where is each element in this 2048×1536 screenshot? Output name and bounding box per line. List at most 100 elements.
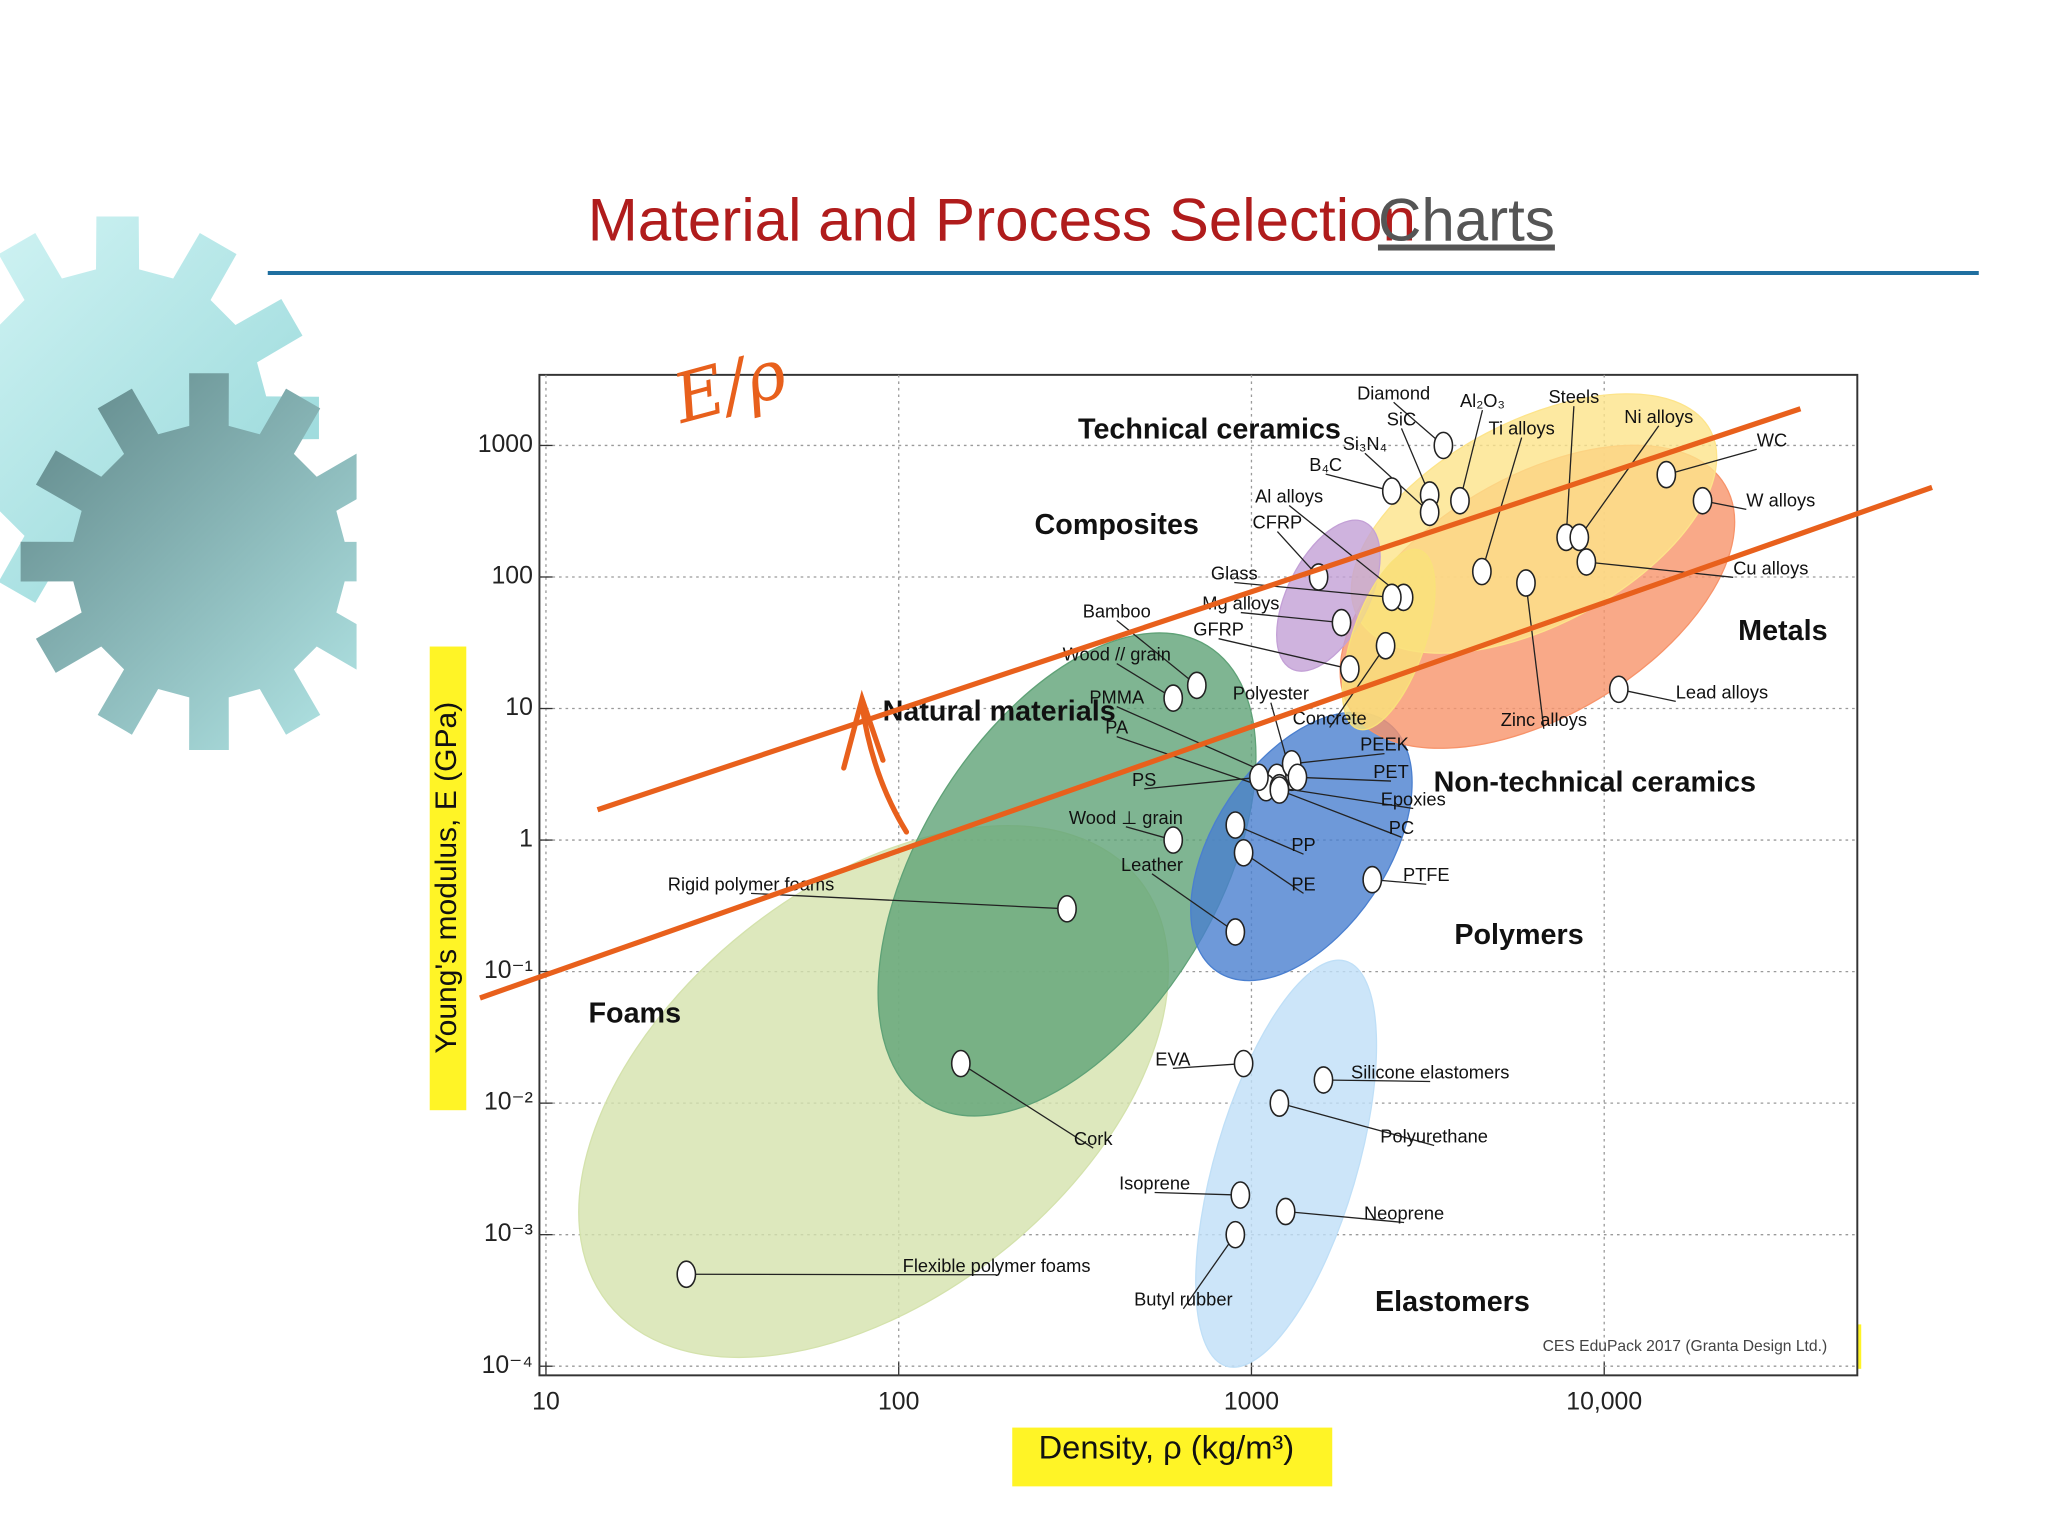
material-bubble bbox=[1233, 1049, 1254, 1078]
leader-line bbox=[1182, 1234, 1236, 1310]
material-label: PP bbox=[1291, 834, 1315, 855]
material-label: Zinc alloys bbox=[1501, 709, 1587, 730]
leader-line bbox=[1154, 1191, 1241, 1196]
gear-decoration bbox=[0, 216, 357, 750]
leader-line bbox=[1291, 752, 1385, 765]
material-label: PET bbox=[1373, 761, 1409, 782]
y-tick-label: 1000 bbox=[478, 431, 533, 458]
material-bubble bbox=[1057, 894, 1077, 923]
material-label: Glass bbox=[1211, 563, 1258, 584]
leader-line bbox=[1116, 706, 1278, 778]
material-bubble bbox=[1362, 865, 1383, 894]
material-label: Butyl rubber bbox=[1134, 1289, 1232, 1310]
leader-line bbox=[1235, 824, 1304, 855]
leader-line bbox=[1578, 425, 1660, 538]
y-axis-label: Young's modulus, E (GPa) bbox=[430, 702, 463, 1054]
leader-line bbox=[1151, 873, 1236, 933]
material-label: Lead alloys bbox=[1676, 681, 1768, 702]
title-link[interactable]: Charts bbox=[1378, 187, 1555, 254]
material-bubble bbox=[1269, 776, 1290, 804]
leader-line bbox=[1243, 852, 1304, 894]
material-label: EVA bbox=[1155, 1048, 1191, 1069]
material-label: Polyurethane bbox=[1380, 1125, 1488, 1146]
material-bubble bbox=[1569, 523, 1590, 552]
leader-line bbox=[1279, 789, 1402, 838]
leader-line bbox=[1297, 776, 1392, 782]
material-label: Mg alloys bbox=[1202, 593, 1279, 614]
leader-line bbox=[1279, 787, 1414, 810]
leader-line bbox=[1116, 662, 1174, 699]
x-axis-label: Density, ρ (kg/m³) bbox=[1039, 1428, 1295, 1465]
material-bubble bbox=[1249, 763, 1269, 792]
material-label: CFRP bbox=[1253, 512, 1303, 533]
leader-line bbox=[1323, 1079, 1431, 1083]
material-label: Wood // grain bbox=[1063, 644, 1171, 665]
material-label: PMMA bbox=[1089, 687, 1145, 708]
leader-line bbox=[686, 1273, 997, 1276]
family-label: Elastomers bbox=[1375, 1286, 1530, 1318]
material-bubble bbox=[1692, 486, 1713, 515]
family-envelope bbox=[877, 632, 1257, 1117]
family-label: Non-technical ceramics bbox=[1434, 766, 1756, 798]
leader-line bbox=[1586, 561, 1734, 578]
material-label: PTFE bbox=[1403, 864, 1450, 885]
material-bubble bbox=[950, 1049, 971, 1078]
material-bubble bbox=[1450, 486, 1470, 515]
leader-line bbox=[1172, 1062, 1244, 1070]
material-bubble bbox=[1230, 1181, 1251, 1209]
material-bubble bbox=[1433, 431, 1454, 460]
material-label: PS bbox=[1132, 769, 1156, 790]
guide-line bbox=[596, 406, 1802, 813]
material-label: Cork bbox=[1074, 1128, 1113, 1149]
material-label: Concrete bbox=[1293, 708, 1367, 729]
material-bubble bbox=[1608, 675, 1629, 704]
guide-line bbox=[479, 484, 1933, 1001]
material-label: Cu alloys bbox=[1733, 557, 1808, 578]
material-label: SiC bbox=[1387, 408, 1416, 429]
material-bubble bbox=[1331, 608, 1352, 637]
material-label: Flexible polymer foams bbox=[903, 1255, 1091, 1276]
material-label: W alloys bbox=[1746, 489, 1815, 510]
material-bubble bbox=[1225, 1220, 1246, 1249]
leader-line bbox=[1325, 473, 1392, 492]
leader-line bbox=[1525, 582, 1545, 729]
family-label: Composites bbox=[1035, 509, 1199, 541]
family-label: Polymers bbox=[1454, 919, 1583, 951]
material-bubble bbox=[1186, 671, 1207, 700]
material-label: WC bbox=[1757, 429, 1787, 450]
material-bubble bbox=[1576, 548, 1597, 576]
material-label: Ni alloys bbox=[1624, 406, 1693, 427]
x-tick-label: 10 bbox=[532, 1388, 560, 1415]
leader-line bbox=[750, 892, 1068, 910]
material-bubble bbox=[1471, 557, 1492, 586]
material-bubble bbox=[1381, 583, 1402, 612]
material-label: PA bbox=[1105, 717, 1129, 738]
material-bubble bbox=[1313, 1066, 1334, 1094]
family-label: Technical ceramics bbox=[1078, 414, 1341, 446]
x-tick-label: 10,000 bbox=[1566, 1388, 1642, 1415]
family-label: Foams bbox=[588, 997, 681, 1029]
material-bubble bbox=[1233, 838, 1254, 867]
leader-line bbox=[1144, 776, 1260, 790]
highlight bbox=[429, 646, 467, 1111]
material-label: Isoprene bbox=[1119, 1172, 1190, 1193]
material-label: Neoprene bbox=[1364, 1203, 1444, 1224]
material-bubble bbox=[1275, 1197, 1296, 1226]
material-label: Leather bbox=[1121, 854, 1183, 875]
highlight bbox=[1012, 1427, 1333, 1487]
material-label: Al alloys bbox=[1255, 485, 1323, 506]
leader-line bbox=[1218, 638, 1350, 670]
leader-line bbox=[1459, 409, 1484, 501]
leader-line bbox=[1666, 448, 1757, 476]
material-bubble bbox=[1381, 477, 1402, 505]
material-label: Si₃N₄ bbox=[1343, 433, 1387, 454]
material-label: Silicone elastomers bbox=[1351, 1061, 1509, 1082]
source-note: CES EduPack 2017 (Granta Design Ltd.) bbox=[1543, 1338, 1828, 1355]
material-bubble bbox=[1419, 498, 1440, 527]
material-bubble bbox=[1163, 826, 1184, 854]
slide-title: Material and Process Selection bbox=[588, 187, 1416, 254]
leader-line bbox=[1288, 504, 1405, 598]
family-envelope bbox=[1195, 959, 1378, 1368]
